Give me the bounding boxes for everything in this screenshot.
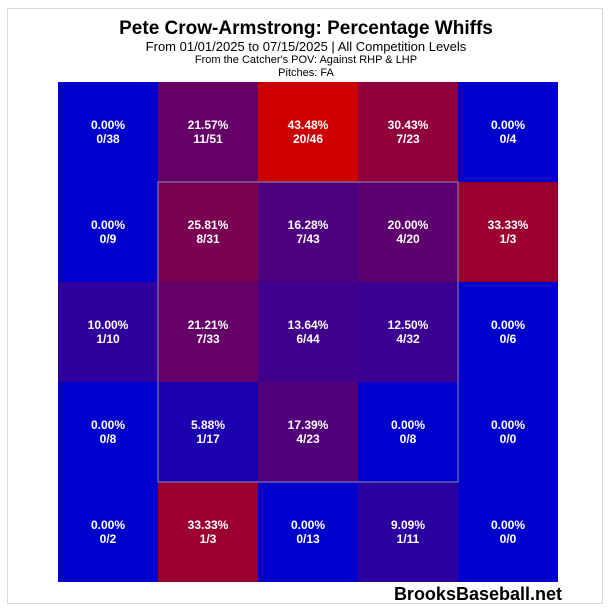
heatmap-cell-r3-c1	[158, 382, 258, 482]
cell-percentage-label: 12.50%	[388, 318, 429, 332]
heatmap-cell-r1-c4	[458, 182, 558, 282]
cell-percentage-label: 20.00%	[388, 218, 429, 232]
cell-count-label: 7/43	[296, 232, 320, 246]
heatmap-cell-r1-c3	[358, 182, 458, 282]
cell-percentage-label: 0.00%	[291, 518, 325, 532]
cell-percentage-label: 17.39%	[288, 418, 329, 432]
heatmap-cell-r2-c3	[358, 282, 458, 382]
cell-count-label: 0/0	[500, 532, 517, 546]
cell-percentage-label: 0.00%	[491, 318, 525, 332]
cell-count-label: 7/33	[196, 332, 220, 346]
cell-count-label: 0/8	[100, 432, 117, 446]
cell-percentage-label: 0.00%	[391, 418, 425, 432]
cell-percentage-label: 9.09%	[391, 518, 425, 532]
heatmap-cell-r0-c2	[258, 82, 358, 182]
heatmap-cell-r2-c1	[158, 282, 258, 382]
heatmap-cell-r4-c2	[258, 482, 358, 582]
cell-count-label: 0/9	[100, 232, 117, 246]
cell-percentage-label: 0.00%	[91, 418, 125, 432]
cell-percentage-label: 0.00%	[491, 518, 525, 532]
cell-count-label: 1/10	[96, 332, 120, 346]
cell-count-label: 0/8	[400, 432, 417, 446]
cell-count-label: 0/6	[500, 332, 517, 346]
cell-count-label: 11/51	[193, 132, 223, 146]
cell-count-label: 0/4	[500, 132, 517, 146]
cell-count-label: 0/38	[96, 132, 120, 146]
cell-percentage-label: 21.21%	[188, 318, 229, 332]
cell-count-label: 4/23	[296, 432, 320, 446]
cell-percentage-label: 33.33%	[188, 518, 229, 532]
cell-percentage-label: 0.00%	[91, 218, 125, 232]
cell-percentage-label: 0.00%	[491, 418, 525, 432]
cell-percentage-label: 25.81%	[188, 218, 229, 232]
cell-count-label: 20/46	[293, 132, 323, 146]
chart-subtitle: From 01/01/2025 to 07/15/2025 | All Comp…	[145, 39, 467, 54]
cell-count-label: 1/3	[500, 232, 517, 246]
heatmap-cell-r0-c0	[58, 82, 158, 182]
chart-title: Pete Crow-Armstrong: Percentage Whiffs	[119, 18, 493, 39]
heatmap-cell-r4-c0	[58, 482, 158, 582]
brooks-baseball-watermark: BrooksBaseball.net	[393, 584, 562, 604]
cell-percentage-label: 0.00%	[91, 518, 125, 532]
cell-percentage-label: 43.48%	[288, 118, 329, 132]
cell-percentage-label: 33.33%	[488, 218, 529, 232]
cell-percentage-label: 30.43%	[388, 118, 429, 132]
heatmap-cell-r4-c1	[158, 482, 258, 582]
heatmap-cell-r0-c4	[458, 82, 558, 182]
heatmap-cell-r2-c4	[458, 282, 558, 382]
cell-count-label: 4/20	[396, 232, 420, 246]
cell-count-label: 7/23	[396, 132, 420, 146]
cell-count-label: 1/17	[196, 432, 220, 446]
cell-percentage-label: 13.64%	[288, 318, 329, 332]
cell-percentage-label: 10.00%	[88, 318, 129, 332]
heatmap-cell-r3-c2	[258, 382, 358, 482]
heatmap-cell-r2-c0	[58, 282, 158, 382]
cell-count-label: 0/2	[100, 532, 117, 546]
chart-frame	[7, 8, 603, 604]
cell-count-label: 1/3	[200, 532, 217, 546]
pov-note: From the Catcher's POV: Against RHP & LH…	[194, 54, 418, 66]
heatmap-cell-r4-c4	[458, 482, 558, 582]
cell-count-label: 6/44	[296, 332, 320, 346]
heatmap-cell-r0-c3	[358, 82, 458, 182]
heatmap-cell-r1-c2	[258, 182, 358, 282]
pitches-note: Pitches: FA	[278, 67, 334, 79]
heatmap-cell-r2-c2	[258, 282, 358, 382]
heatmap-cell-r3-c4	[458, 382, 558, 482]
cell-percentage-label: 21.57%	[188, 118, 229, 132]
cell-percentage-label: 5.88%	[191, 418, 225, 432]
heatmap-cell-r3-c3	[358, 382, 458, 482]
cell-count-label: 0/13	[296, 532, 320, 546]
cell-count-label: 1/11	[397, 532, 420, 546]
cell-count-label: 8/31	[196, 232, 220, 246]
heatmap-cell-r0-c1	[158, 82, 258, 182]
heatmap-cell-r1-c1	[158, 182, 258, 282]
cell-percentage-label: 0.00%	[91, 118, 125, 132]
heatmap-cell-r4-c3	[358, 482, 458, 582]
cell-percentage-label: 16.28%	[288, 218, 329, 232]
heatmap-cell-r1-c0	[58, 182, 158, 282]
cell-count-label: 4/32	[396, 332, 420, 346]
cell-count-label: 0/0	[500, 432, 517, 446]
cell-percentage-label: 0.00%	[491, 118, 525, 132]
heatmap-cell-r3-c0	[58, 382, 158, 482]
strike-zone-outline	[157, 181, 459, 483]
